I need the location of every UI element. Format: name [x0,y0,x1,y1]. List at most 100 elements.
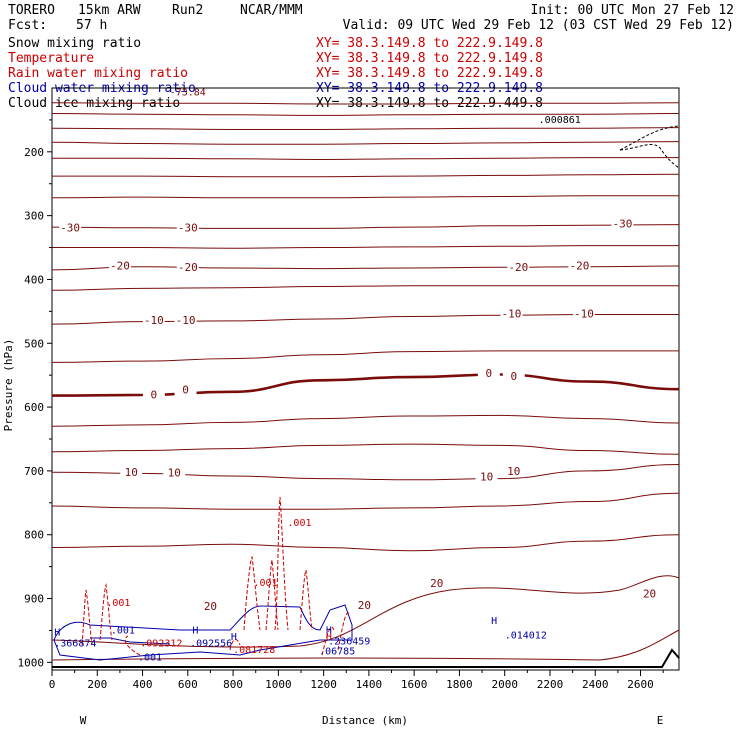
temperature-label: -20 [110,260,130,273]
contour-label-bg [142,313,165,326]
rain-water-contour [81,589,93,646]
plot-frame [51,87,680,671]
fcst-label: Fcst: [8,18,47,33]
rain-water-contour [243,555,261,631]
isotherm-layer [51,102,680,552]
x-tick-label: 2200 [537,678,564,691]
temperature-label: -30 [60,221,80,234]
contour-label-bg [568,259,591,272]
temperature-label: 0 [182,383,189,396]
isotherm-line [51,113,680,116]
temperature-label: 0 [486,367,493,380]
contour-label-bg [176,221,199,234]
rain-water-contour [321,627,335,656]
isotherm-line [51,102,680,105]
field-name: Snow mixing ratio [8,36,141,51]
x-tick-label: 1600 [401,678,428,691]
valid-time: Valid: 09 UTC Wed 29 Feb 12 (03 CST Wed … [343,18,734,33]
contour-label-bg [108,259,131,272]
temperature-label: 0 [510,370,517,383]
field-name: Cloud ice mixing ratio [8,96,180,111]
field-list: Snow mixing ratio XY= 38.3.149.8 to 222.9… [8,36,543,111]
contour-label-bg [475,470,498,483]
y-tick-label: 300 [24,210,44,223]
y-tick-label: 500 [24,337,44,350]
isotherm-line [52,157,679,161]
chart-header: TORERO 15km ARW Run2 NCAR/MMM Init: 00 U… [8,3,734,33]
run-name: Run2 [172,3,203,18]
temperature-label: 0 [151,389,158,402]
rain-water-contour [299,568,313,631]
value-annotation: H [54,628,60,639]
isotherm-line [51,534,680,552]
x-tick-label: 200 [87,678,107,691]
x-axis-label: Distance (km) [322,714,408,727]
org-name: NCAR/MMM [240,3,303,18]
rain-water-contour [274,496,289,631]
x-tick-label: 400 [133,678,153,691]
annotation-layer: -73.84 .000861 .001 .001 .001 .001 .001 .092312… [54,88,581,664]
model-resolution: 15km ARW [78,3,141,18]
contour-label-bg [572,307,595,320]
value-annotation: H [326,632,332,643]
temperature-label: 10 [168,466,181,479]
contour-label-bg [500,307,523,320]
contour-label-bg [638,587,661,600]
value-annotation: .06785 [319,647,355,658]
x-axis: 0 200 400 600 800 1000 1200 1400 1600 1800 2000 220… [49,670,664,691]
y-tick-label: 200 [24,146,44,159]
y-axis: 200 300 400 500 600 700 800 900 1000 [18,119,52,669]
cloud-ice-contour [619,125,680,169]
rain-water-contour [124,635,141,656]
x-tick-label: 800 [223,678,243,691]
contour-label-bg [174,313,197,326]
init-time: Init: 00 UTC Mon 27 Feb 12 [531,3,735,18]
value-annotation: .366874 [54,638,96,649]
y-tick-label: 900 [24,593,44,606]
temperature-label: -10 [144,314,164,327]
contour-label-layer: -30 -30 -30 -20 -20 -20 -20 -10 -10 -10 -10 0 0 0 0 10 1… [59,217,661,613]
isotherm-line [51,414,680,427]
contour-label-bg [59,221,82,234]
y-axis-label: Pressure (hPa) [2,339,15,432]
contour-label-bg [142,388,165,401]
terrain-line [52,648,680,668]
temperature-label: -10 [574,308,594,321]
field-xy: XY= 38.3.149.8 to 222.9.149.8 [316,66,543,81]
value-annotation: .001 [138,652,162,663]
contour-label-bg [174,383,197,396]
value-annotation: .001 [287,518,311,529]
contour-label-bg [176,260,199,273]
x-tick-label: 0 [49,678,56,691]
value-annotation: H [192,626,198,637]
value-annotation: .001 [111,626,135,637]
value-annotation: .001 [253,578,277,589]
x-tick-label: 1800 [446,678,473,691]
field-xy: XY= 38.3.149.8 to 222.9.149.8 [316,51,543,66]
value-annotation: .081728 [233,645,275,656]
value-annotation: .092556 [190,638,232,649]
temperature-label: 10 [507,465,520,478]
temperature-label: 10 [125,466,138,479]
contour-label-bg [477,366,500,379]
value-annotation: -73.84 [170,88,206,99]
contour-label-bg [353,599,376,612]
value-annotation: H [326,626,332,637]
temperature-label: 20 [430,577,443,590]
temperature-label: -20 [508,261,528,274]
temperature-label: -10 [176,314,196,327]
cloud-water-contour [53,604,353,661]
isotherm-line [51,629,680,661]
precip-layer [51,125,680,668]
x-tick-label: 2000 [491,678,518,691]
field-name: Rain water mixing ratio [8,66,188,81]
isotherm-line [51,443,680,455]
value-annotation: .000861 [539,115,581,126]
model-name: TORERO [8,3,55,18]
x-tick-label: 1200 [310,678,337,691]
temperature-label: -20 [178,261,198,274]
value-annotation: .092312 [140,638,182,649]
rain-water-contour [265,559,279,631]
x-tick-label: 2600 [627,678,654,691]
